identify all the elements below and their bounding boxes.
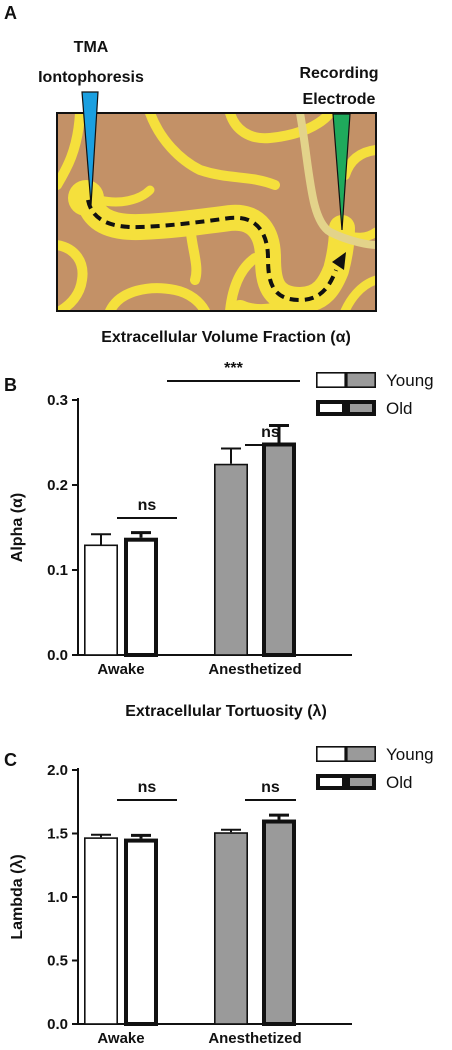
bar-awake-old — [124, 838, 158, 1026]
iontophoresis-probe-icon — [81, 91, 99, 206]
legend-swatch-anesthetized — [345, 745, 376, 762]
y-tick-label: 1.5 — [47, 826, 68, 843]
y-tick-label: 0.2 — [47, 477, 68, 494]
legend-swatch-awake — [316, 400, 346, 416]
significance-ns: ns — [138, 779, 157, 796]
bar-awake-young — [84, 837, 119, 1025]
probe-right-label-1: Recording — [299, 65, 378, 82]
panel-c-title: Extracellular Tortuosity (λ) — [125, 703, 327, 720]
significance-ns: ns — [261, 424, 280, 441]
x-category-label: Anesthetized — [208, 1030, 301, 1047]
probe-left-label-1: TMA — [74, 39, 109, 56]
legend-swatch-awake — [315, 371, 346, 388]
panel-a-letter: A — [4, 3, 17, 23]
bar-awake-old — [124, 537, 158, 657]
probe-left-label-2: Iontophoresis — [38, 69, 144, 86]
legend-label: Old — [386, 773, 412, 792]
legend-swatch-anesthetized — [346, 400, 376, 416]
panel-c-chart: C Lambda (λ) 0.0 0.5 1.0 1.5 2.0 Awake Anestheti… — [4, 745, 434, 1047]
y-tick-label: 0.5 — [47, 953, 68, 970]
legend-swatch-awake — [315, 745, 346, 762]
tissue-block — [57, 113, 376, 311]
diffusion-path — [86, 199, 338, 303]
bar-anesthetized-old — [262, 442, 296, 657]
recording-electrode-icon — [332, 113, 351, 231]
y-tick-label: 0.1 — [47, 562, 68, 579]
x-category-label: Awake — [97, 661, 144, 678]
y-tick-label: 1.0 — [47, 889, 68, 906]
panel-b-letter: B — [4, 375, 17, 395]
y-axis-label: Alpha (α) — [9, 493, 26, 562]
y-tick-label: 0.0 — [47, 647, 68, 664]
panel-b-title: Extracellular Volume Fraction (α) — [101, 329, 351, 346]
injection-site — [68, 180, 104, 216]
probe-right-label-2: Electrode — [303, 91, 376, 108]
bar-anesthetized-old — [262, 819, 296, 1026]
y-tick-label: 2.0 — [47, 762, 68, 779]
legend-swatch-awake — [316, 774, 346, 790]
y-tick-label: 0.3 — [47, 392, 68, 409]
legend-label: Young — [386, 745, 434, 764]
significance-stars: *** — [224, 360, 243, 377]
diffusion-arrow-icon — [332, 252, 346, 270]
panel-b-chart: B Alpha (α) 0.0 0.1 0.2 0.3 Awake Anesthetized n… — [4, 360, 434, 678]
x-category-label: Anesthetized — [208, 661, 301, 678]
bar-anesthetized-young — [214, 832, 249, 1025]
panel-c-letter: C — [4, 750, 17, 770]
y-axis-label: Lambda (λ) — [9, 854, 26, 939]
legend-swatch-anesthetized — [345, 371, 376, 388]
significance-ns: ns — [261, 779, 280, 796]
bar-anesthetized-young — [214, 463, 249, 656]
x-category-label: Awake — [97, 1030, 144, 1047]
legend-swatch-anesthetized — [346, 774, 376, 790]
extracellular-space-right — [296, 113, 376, 249]
significance-ns: ns — [138, 497, 157, 514]
tissue-border — [56, 112, 377, 312]
y-tick-label: 0.0 — [47, 1016, 68, 1033]
legend-label: Young — [386, 371, 434, 390]
legend-label: Old — [386, 399, 412, 418]
bar-awake-young — [84, 544, 119, 656]
panel-a-schematic: A TMA Iontophoresis Recording Electrode — [4, 3, 379, 312]
